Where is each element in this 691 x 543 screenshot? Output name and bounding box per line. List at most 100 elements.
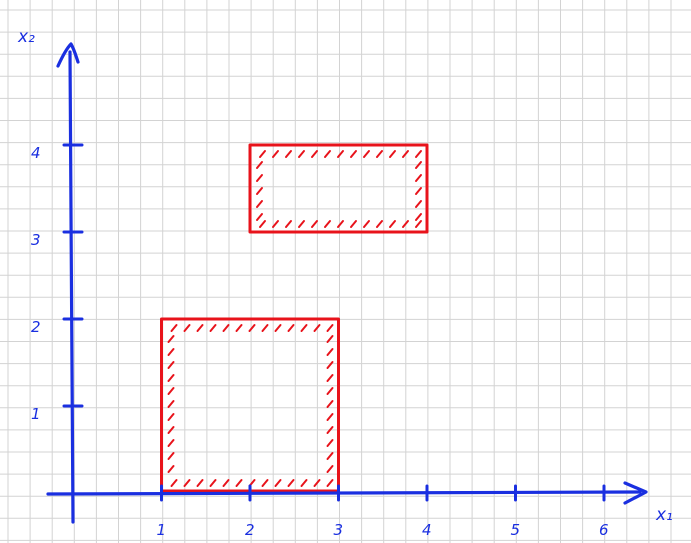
lower-rect-hatch-top <box>261 324 269 332</box>
regions <box>160 143 429 493</box>
upper-rect-hatch-bottom <box>350 220 357 228</box>
lower-rect-hatch-top <box>274 324 282 332</box>
upper-rect-hatch-right <box>415 200 422 208</box>
lower-rect-hatch-top <box>248 324 256 332</box>
lower-rect-hatch-right <box>326 400 334 408</box>
lower-rect-hatch-top <box>287 324 295 332</box>
axes <box>46 42 648 524</box>
y-axis-name: x₂ <box>17 27 35 47</box>
upper-rect-hatch-top <box>363 150 370 158</box>
y-tick-label-1: 1 <box>31 405 41 423</box>
lower-rect-hatch-right <box>326 439 334 447</box>
x-axis <box>46 490 642 496</box>
upper-rect-hatch-bottom <box>298 220 305 228</box>
lower-rect-hatch-bottom <box>170 479 178 487</box>
upper-rect-hatch-top <box>415 150 422 158</box>
lower-rect-hatch-left <box>167 452 175 460</box>
upper-rect-hatch-bottom <box>415 220 422 228</box>
lower-rect-hatch-left <box>167 439 175 447</box>
y-tick-label-3: 3 <box>31 231 41 249</box>
upper-rect-hatch-top <box>337 150 344 158</box>
lower-rect-hatch-top <box>196 324 204 332</box>
lower-rect-hatch-bottom <box>313 479 321 487</box>
upper-rect-hatch-bottom <box>376 220 383 228</box>
upper-rect-hatch-right <box>415 161 422 169</box>
lower-rect-hatch-top <box>222 324 230 332</box>
upper-rect-hatch-right <box>415 187 422 195</box>
upper-rect-hatch-bottom <box>311 220 318 228</box>
lower-rect-hatch-right <box>326 452 334 460</box>
lower-rect-hatch-top <box>209 324 217 332</box>
lower-rect-hatch-bottom <box>287 479 295 487</box>
lower-rect-hatch-right <box>326 387 334 395</box>
lower-rect-hatch-right <box>326 426 334 434</box>
upper-rect-hatch-top <box>298 150 305 158</box>
lower-rect-hatch-bottom <box>209 479 217 487</box>
upper-rect-hatch-top <box>402 150 409 158</box>
upper-rect-hatch-bottom <box>272 220 279 228</box>
upper-rect-hatch-bottom <box>337 220 344 228</box>
upper-rect-hatch-left <box>256 187 263 195</box>
x-tick-label-1: 1 <box>157 521 167 539</box>
lower-rect-hatch-bottom <box>222 479 230 487</box>
lower-rect-hatch-left <box>167 348 175 356</box>
lower-rect-hatch-left <box>167 361 175 369</box>
lower-rect-hatch-bottom <box>235 479 243 487</box>
upper-rect-hatch-left <box>256 161 263 169</box>
y-axis-arrowhead <box>56 42 80 68</box>
lower-rect-hatch-top <box>326 324 334 332</box>
lower-rect-hatch-bottom <box>326 479 334 487</box>
lower-rect-hatch-bottom <box>300 479 308 487</box>
upper-rect-hatch-right <box>415 213 422 221</box>
upper-rect-hatch-left <box>256 213 263 221</box>
lower-rect-hatch-top <box>313 324 321 332</box>
x-axis-name: x₁ <box>655 505 673 525</box>
lower-rect-hatch-bottom <box>196 479 204 487</box>
upper-rect-hatch-bottom <box>324 220 331 228</box>
axis-names: x₁ x₂ <box>17 27 673 525</box>
lower-rect-hatch-left <box>167 374 175 382</box>
x-tick-label-5: 5 <box>511 521 521 539</box>
lower-rect-hatch-left <box>167 387 175 395</box>
x-tick-label-4: 4 <box>422 521 432 539</box>
lower-rect-hatch-bottom <box>183 479 191 487</box>
upper-rect-hatch-top <box>376 150 383 158</box>
y-axis <box>68 50 75 524</box>
upper-rect-hatch-top <box>285 150 292 158</box>
upper-rect-hatch-bottom <box>363 220 370 228</box>
axis-ticks: 1 2 3 4 5 6 1 2 3 4 <box>31 143 609 539</box>
lower-rect-hatch-right <box>326 335 334 343</box>
upper-rect-hatch-right <box>415 174 422 182</box>
upper-rect <box>248 143 429 234</box>
upper-rect-hatch-top <box>272 150 279 158</box>
x-tick-label-2: 2 <box>245 521 255 539</box>
lower-rect-hatch-top <box>183 324 191 332</box>
lower-rect-hatch-bottom <box>261 479 269 487</box>
upper-rect-hatch-bottom <box>285 220 292 228</box>
lower-rect-hatch-top <box>300 324 308 332</box>
lower-rect-hatch-right <box>326 465 334 473</box>
upper-rect-hatch-bottom <box>389 220 396 228</box>
upper-rect-hatch-top <box>324 150 331 158</box>
lower-rect-hatch-right <box>326 374 334 382</box>
upper-rect-hatch-top <box>311 150 318 158</box>
upper-rect-hatch-top <box>389 150 396 158</box>
upper-rect-hatch-bottom <box>402 220 409 228</box>
y-tick-label-2: 2 <box>31 318 41 336</box>
lower-rect-hatch-left <box>167 413 175 421</box>
lower-rect-hatch-top <box>235 324 243 332</box>
lower-rect-hatch-top <box>170 324 178 332</box>
lower-rect-hatch-left <box>167 465 175 473</box>
lower-rect-hatch-left <box>167 426 175 434</box>
lower-rect-hatch-bottom <box>274 479 282 487</box>
y-tick-label-4: 4 <box>31 144 41 162</box>
upper-rect-hatch-top <box>350 150 357 158</box>
lower-rect-outline <box>160 317 340 493</box>
x-tick-label-6: 6 <box>599 521 609 539</box>
x-tick-label-3: 3 <box>334 521 344 539</box>
upper-rect-hatch-bottom <box>259 220 266 228</box>
upper-rect-hatch-top <box>259 150 266 158</box>
